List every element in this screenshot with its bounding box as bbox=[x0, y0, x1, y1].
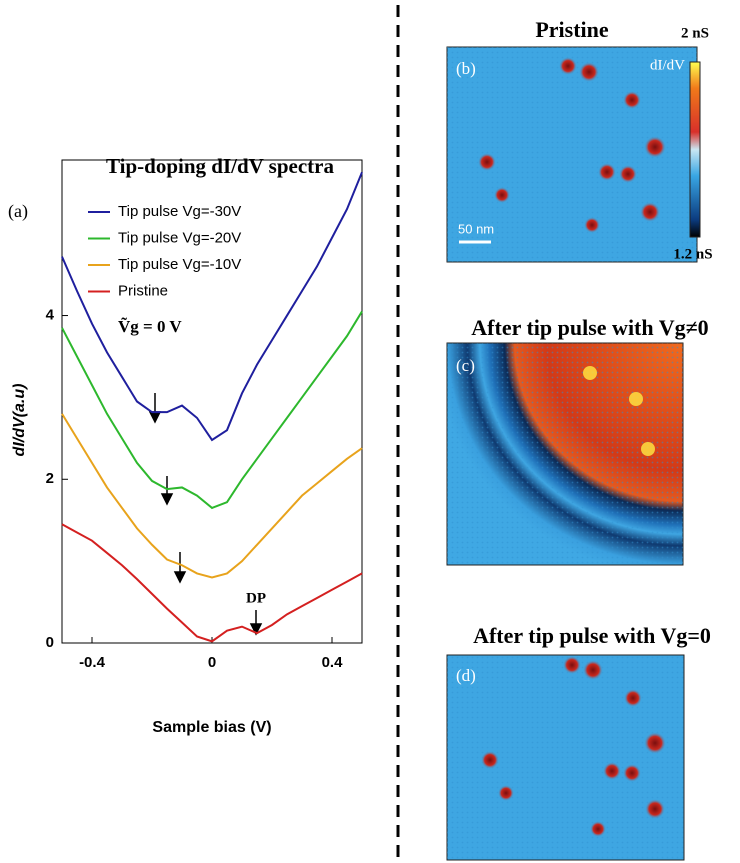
chart-title: Tip-doping dI/dV spectra bbox=[106, 154, 334, 178]
legend-label: Tip pulse Vg=-10V bbox=[118, 256, 241, 273]
panel-title: After tip pulse with Vg≠0 bbox=[471, 315, 708, 340]
x-tick-label: -0.4 bbox=[79, 654, 106, 671]
series-line bbox=[61, 413, 363, 579]
image-b bbox=[446, 46, 698, 263]
y-tick-label: 0 bbox=[46, 634, 54, 651]
legend-label: Pristine bbox=[118, 282, 168, 299]
legend-label: Tip pulse Vg=-20V bbox=[118, 229, 241, 246]
x-tick-label: 0.4 bbox=[322, 654, 344, 671]
series-line bbox=[61, 171, 363, 442]
y-tick-label: 4 bbox=[46, 307, 55, 324]
scale-bar-label: 50 nm bbox=[458, 221, 494, 236]
image-d bbox=[446, 654, 685, 861]
panel-label: (a) bbox=[8, 201, 28, 222]
legend-label: Tip pulse Vg=-30V bbox=[118, 203, 241, 220]
colorbar bbox=[689, 61, 701, 238]
panel-title: Pristine bbox=[535, 17, 609, 42]
x-tick-label: 0 bbox=[208, 654, 216, 671]
panel-label: (b) bbox=[456, 59, 476, 78]
colorbar-max: 2 nS bbox=[681, 25, 709, 41]
colorbar-label: dI/dV bbox=[650, 57, 685, 73]
image-c bbox=[446, 342, 684, 566]
dp-label: DP bbox=[246, 590, 266, 606]
panel-label: (c) bbox=[456, 356, 475, 375]
series-line bbox=[61, 523, 363, 643]
y-axis-label: dI/dV(a.u) bbox=[11, 384, 28, 457]
colorbar-min: 1.2 nS bbox=[673, 246, 712, 262]
x-axis-label: Sample bias (V) bbox=[152, 719, 271, 736]
panel-title: After tip pulse with Vg=0 bbox=[473, 623, 711, 648]
gate-label: Ṽg = 0 V bbox=[118, 316, 182, 336]
panel-label: (d) bbox=[456, 666, 476, 685]
y-tick-label: 2 bbox=[46, 470, 54, 487]
series-line bbox=[61, 310, 363, 510]
